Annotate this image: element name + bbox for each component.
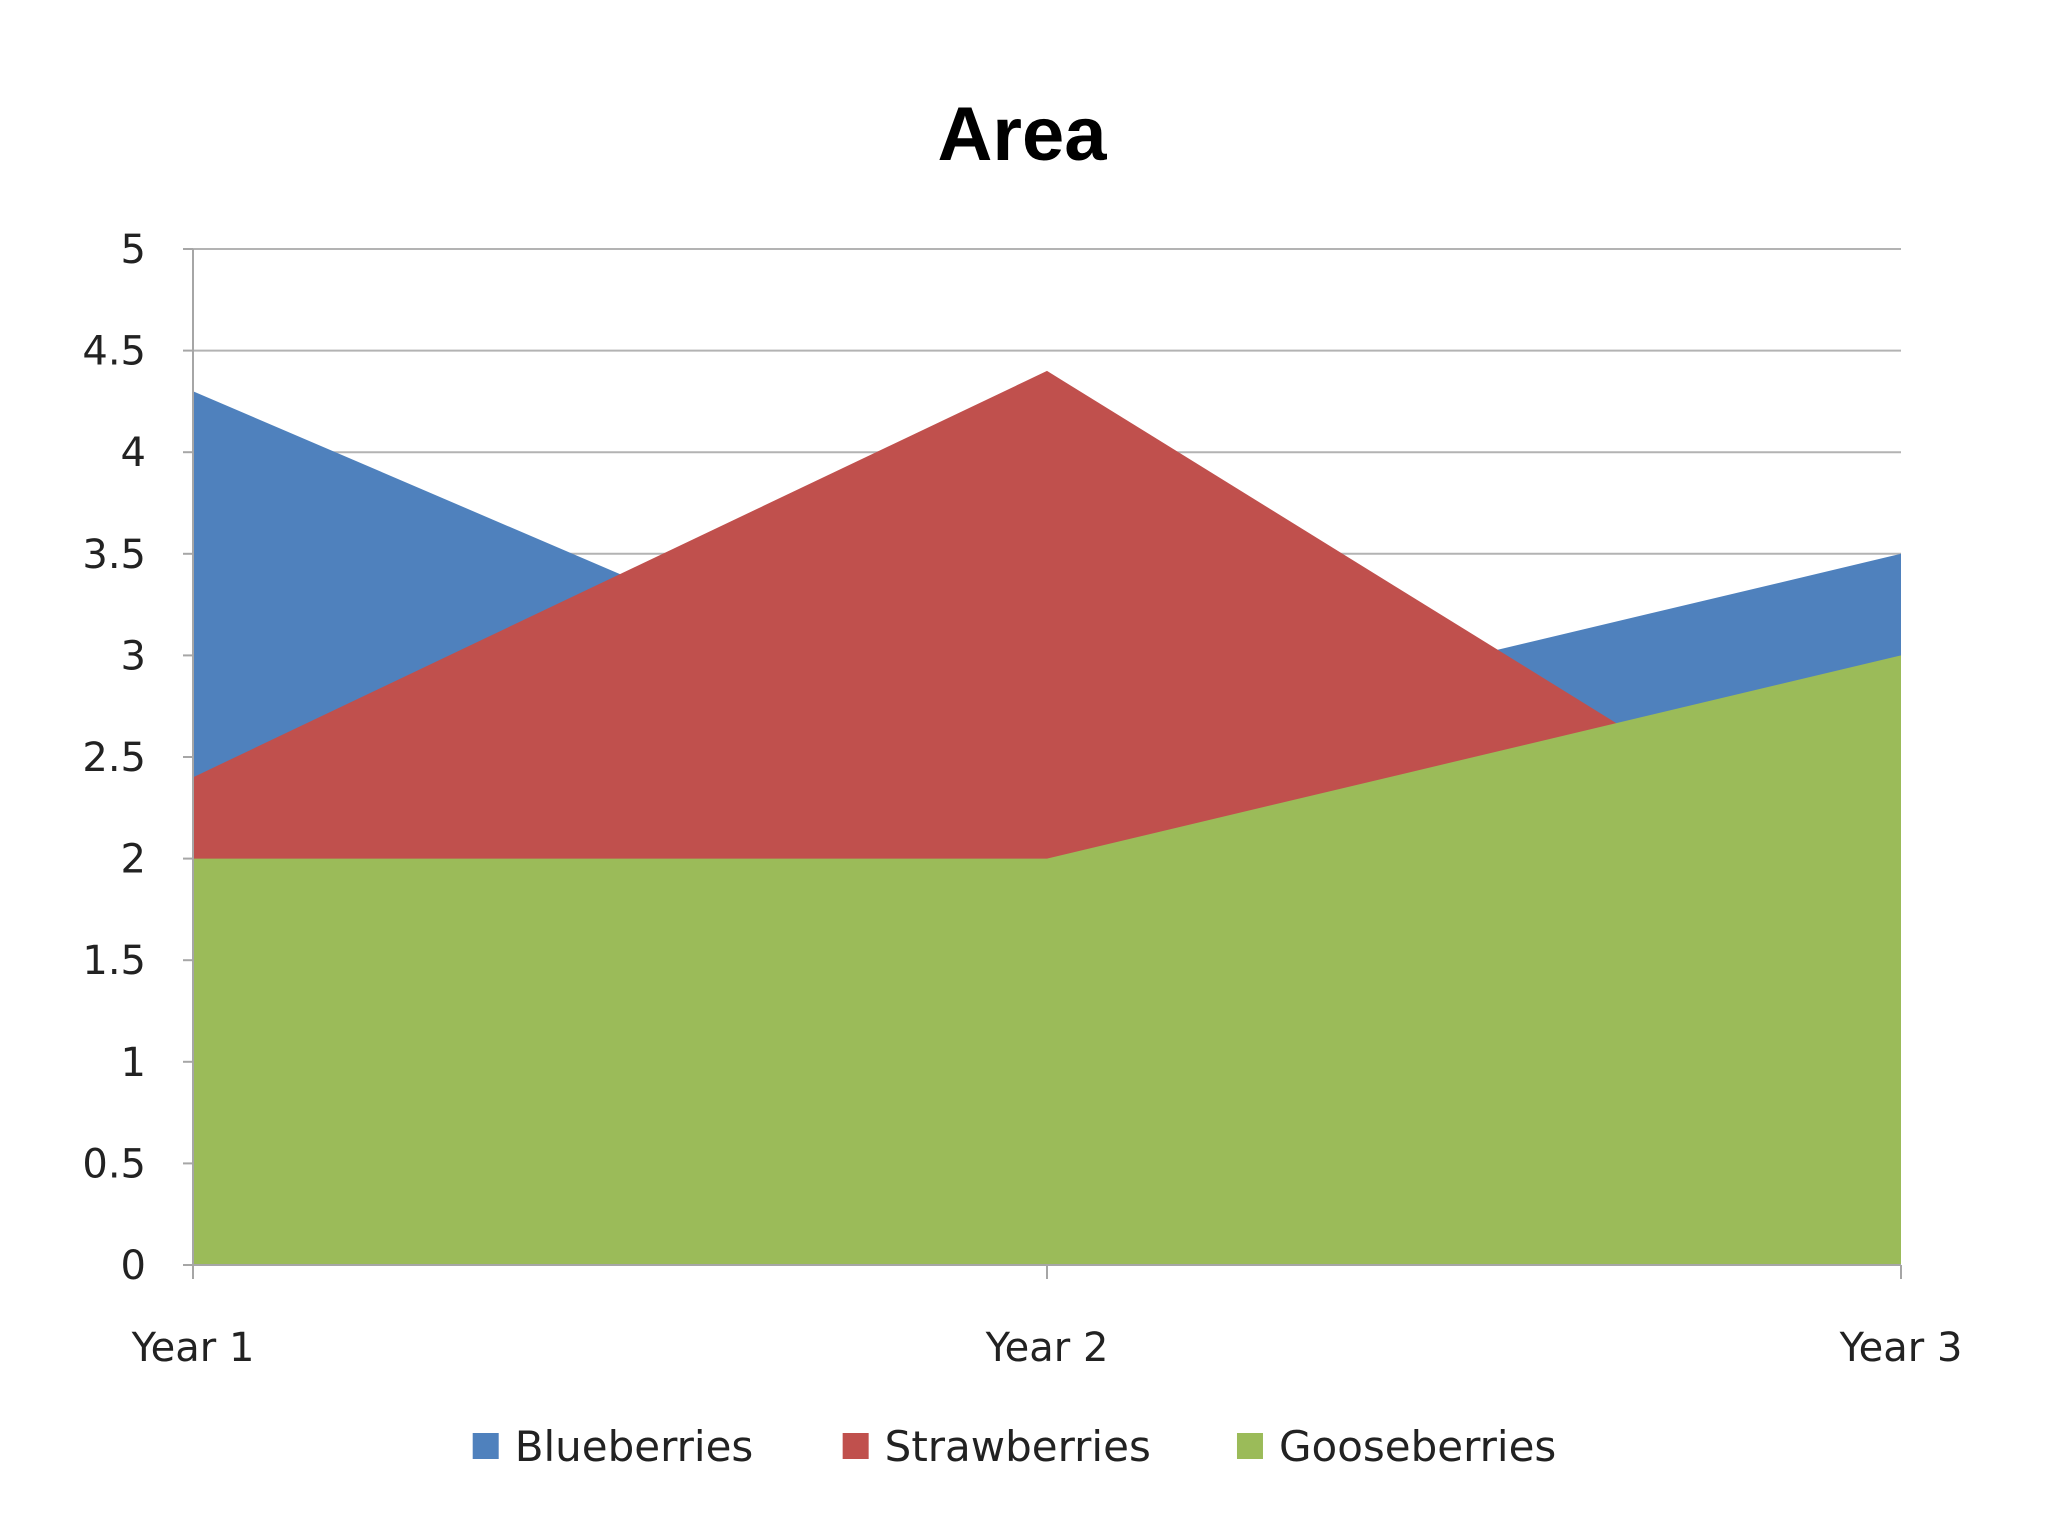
y-tick-label: 0.5 [82, 1141, 146, 1187]
chart-title: Area [938, 92, 1108, 177]
legend-item-blueberries: Blueberries [472, 1422, 754, 1471]
y-tick-label: 2.5 [82, 735, 146, 781]
y-tick-label: 1 [121, 1040, 146, 1086]
legend-swatch [842, 1433, 869, 1459]
x-tick-label: Year 1 [131, 1325, 255, 1371]
x-tick-label: Year 3 [1839, 1325, 1963, 1371]
legend-item-gooseberries: Gooseberries [1236, 1422, 1556, 1471]
plot-areas [193, 370, 1901, 1265]
legend-swatch [472, 1433, 499, 1459]
legend: Blueberries Strawberries Gooseberries [472, 1422, 1556, 1471]
y-tick-label: 2 [121, 837, 146, 883]
legend-label: Blueberries [515, 1422, 754, 1471]
y-tick-label: 4.5 [82, 329, 146, 375]
legend-label: Gooseberries [1279, 1422, 1556, 1471]
axes [183, 248, 1902, 1279]
y-tick-label: 5 [121, 227, 146, 273]
y-tick-label: 4 [121, 430, 146, 476]
y-axis-tick-labels: 0 0.5 1 1.5 2 2.5 3 3.5 4 4.5 5 [82, 227, 146, 1289]
area-series-gooseberries [193, 655, 1901, 1265]
y-tick-label: 1.5 [82, 938, 146, 984]
x-tick-label: Year 2 [985, 1325, 1109, 1371]
x-axis-tick-labels: Year 1 Year 2 Year 3 [131, 1325, 1963, 1371]
legend-item-strawberries: Strawberries [842, 1422, 1151, 1471]
legend-label: Strawberries [885, 1422, 1151, 1471]
y-tick-label: 3 [121, 633, 146, 679]
y-tick-label: 3.5 [82, 532, 146, 578]
y-tick-label: 0 [121, 1243, 146, 1289]
legend-swatch [1236, 1433, 1263, 1459]
